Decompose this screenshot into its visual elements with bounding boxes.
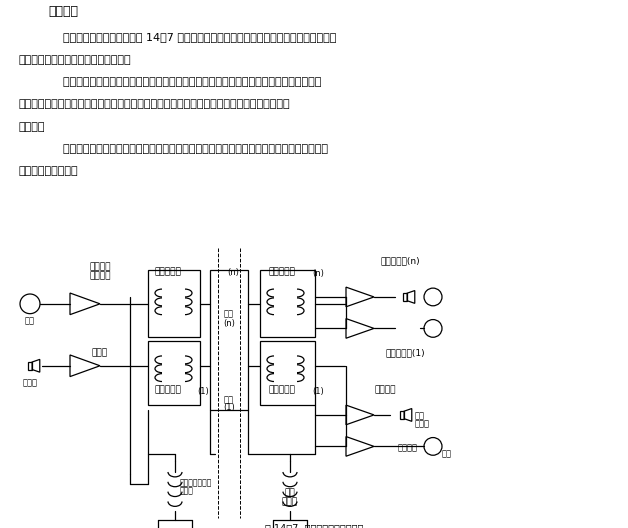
Text: 电气容: 电气容 — [180, 487, 194, 496]
Text: 幻相变压器: 幻相变压器 — [154, 268, 181, 277]
Text: 接收机: 接收机 — [92, 348, 108, 357]
Text: 汇接隔离变压器: 汇接隔离变压器 — [180, 479, 212, 488]
Text: 当主会场发言时，信号经原电路送往各分会场，当分会场发言时，信号经幻相电路送到主: 当主会场发言时，信号经原电路送往各分会场，当分会场发言时，信号经幻相电路送到主 — [49, 77, 321, 87]
Text: 通过试用来看，电路稳定性高，工作可靠，对线路要求不严，取材方便，便于安装，价格低: 通过试用来看，电路稳定性高，工作可靠，对线路要求不严，取材方便，便于安装，价格低 — [49, 144, 328, 154]
Bar — [148, 270, 200, 337]
Text: 封闭: 封闭 — [415, 411, 425, 420]
Text: (1): (1) — [197, 388, 208, 397]
Bar — [148, 341, 200, 405]
Text: 话筒: 话筒 — [442, 449, 452, 458]
Text: 话筒: 话筒 — [25, 317, 35, 326]
Text: 多发送机: 多发送机 — [398, 444, 418, 452]
Bar — [260, 341, 315, 405]
Text: (1): (1) — [312, 388, 324, 397]
Text: 发送: 发送 — [284, 489, 295, 498]
Text: 外线: 外线 — [224, 310, 234, 319]
Text: (n): (n) — [312, 269, 324, 278]
Text: 工作原理: 工作原理 — [49, 5, 78, 18]
Text: 幻相变压器: 幻相变压器 — [269, 385, 295, 394]
Text: 幻相变压器: 幻相变压器 — [154, 385, 181, 394]
Bar — [210, 270, 248, 410]
Text: 分会场。: 分会场。 — [19, 121, 45, 131]
Text: 廉，节省电话费用。: 廉，节省电话费用。 — [19, 166, 78, 176]
Text: 乡广播机: 乡广播机 — [374, 385, 396, 394]
Text: 县主会场: 县主会场 — [89, 262, 111, 271]
Bar — [403, 293, 407, 301]
Text: (n): (n) — [227, 268, 239, 277]
Text: (n): (n) — [223, 318, 235, 327]
Text: 图 14－7  双向对讲机电路原理图: 图 14－7 双向对讲机电路原理图 — [265, 523, 363, 528]
Text: 该双向对讲机电路原理如图 14－7 所示。为了简要说明问题，将虚线左侧称主会场，虚线: 该双向对讲机电路原理如图 14－7 所示。为了简要说明问题，将虚线左侧称主会场，… — [49, 32, 336, 42]
Text: 右侧称分会场，虚线中间为广播线路。: 右侧称分会场，虚线中间为广播线路。 — [19, 54, 131, 64]
Text: 变压器: 变压器 — [282, 497, 298, 506]
Text: 县广播机: 县广播机 — [89, 271, 111, 280]
Text: 会场。如果需要分会场作主会场时，原主会场将分会场送来的信号经扩大机又经原电路送往各: 会场。如果需要分会场作主会场时，原主会场将分会场送来的信号经扩大机又经原电路送往… — [19, 99, 290, 109]
Text: 外线: 外线 — [224, 395, 234, 404]
Bar — [260, 270, 315, 337]
Text: 幻相变压器: 幻相变压器 — [269, 268, 295, 277]
Text: 扬声器: 扬声器 — [415, 419, 430, 428]
Text: 乡镇分会场(1): 乡镇分会场(1) — [385, 348, 425, 357]
Text: 扬声器: 扬声器 — [23, 379, 38, 388]
Text: 乡镇分会场(n): 乡镇分会场(n) — [380, 257, 420, 266]
Bar — [400, 411, 404, 419]
Bar — [28, 362, 32, 370]
Text: (1): (1) — [223, 403, 235, 412]
